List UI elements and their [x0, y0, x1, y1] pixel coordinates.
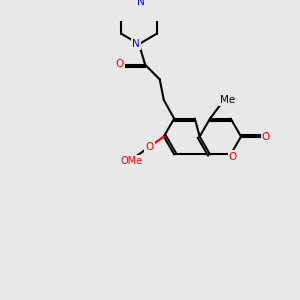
Text: O: O: [229, 152, 237, 161]
Text: O: O: [115, 59, 124, 69]
Text: Me: Me: [220, 95, 235, 105]
Text: N: N: [132, 39, 140, 49]
Text: O: O: [262, 131, 270, 142]
Text: N: N: [137, 0, 145, 7]
Text: O: O: [145, 142, 154, 152]
Text: OMe: OMe: [121, 156, 143, 167]
